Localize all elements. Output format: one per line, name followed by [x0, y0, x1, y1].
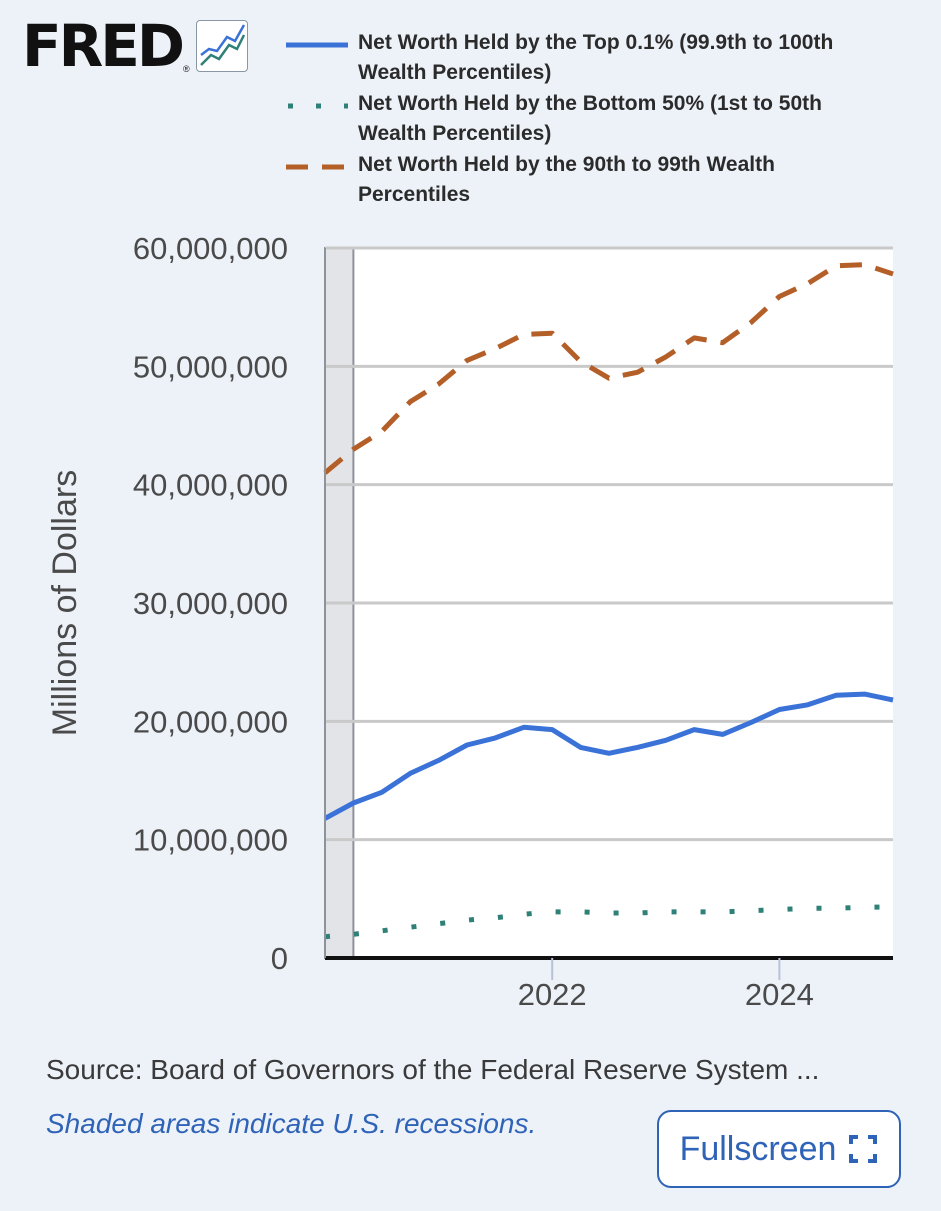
y-tick-label: 10,000,000 — [133, 823, 288, 858]
source-text: Source: Board of Governors of the Federa… — [46, 1054, 820, 1085]
y-tick-label: 50,000,000 — [133, 349, 288, 384]
series-line-dashed — [323, 262, 894, 475]
fred-logo[interactable]: FRED ® — [22, 16, 248, 76]
chart-legend: Net Worth Held by the Top 0.1% (99.9th t… — [286, 28, 886, 211]
legend-swatch-solid — [286, 42, 348, 48]
fullscreen-icon — [849, 1135, 878, 1163]
fullscreen-button[interactable]: Fullscreen — [657, 1110, 901, 1188]
legend-item-top-0-1[interactable]: Net Worth Held by the Top 0.1% (99.9th t… — [286, 28, 886, 88]
recession-note: Shaded areas indicate U.S. recessions. — [46, 1108, 537, 1139]
legend-label: Net Worth Held by the 90th to 99th Wealt… — [358, 153, 775, 206]
logo-text: FRED — [22, 12, 185, 80]
logo-registered-mark: ® — [183, 64, 190, 74]
legend-swatch-dotted — [288, 103, 348, 109]
y-tick-label: 40,000,000 — [133, 468, 288, 503]
legend-swatch-dashed — [286, 164, 348, 170]
series-line-solid — [323, 691, 894, 821]
y-tick-label: 0 — [271, 941, 288, 976]
y-axis-label: Millions of Dollars — [46, 470, 84, 736]
x-tick-label: 2022 — [518, 977, 587, 1012]
legend-item-90th-99th[interactable]: Net Worth Held by the 90th to 99th Wealt… — [286, 150, 886, 210]
y-tick-label: 60,000,000 — [133, 231, 288, 266]
x-tick-label: 2024 — [745, 977, 814, 1012]
fullscreen-label: Fullscreen — [679, 1129, 837, 1168]
y-tick-label: 30,000,000 — [133, 586, 288, 621]
line-chart: 0 10,000,000 20,000,000 30,000,000 40,000,00… — [46, 231, 894, 1012]
legend-label: Net Worth Held by the Bottom 50% (1st to… — [358, 92, 822, 145]
legend-item-bottom-50[interactable]: Net Worth Held by the Bottom 50% (1st to… — [286, 89, 886, 149]
legend-label: Net Worth Held by the Top 0.1% (99.9th t… — [358, 31, 834, 84]
chart-logo-icon — [195, 20, 248, 72]
y-tick-label: 20,000,000 — [133, 704, 288, 739]
